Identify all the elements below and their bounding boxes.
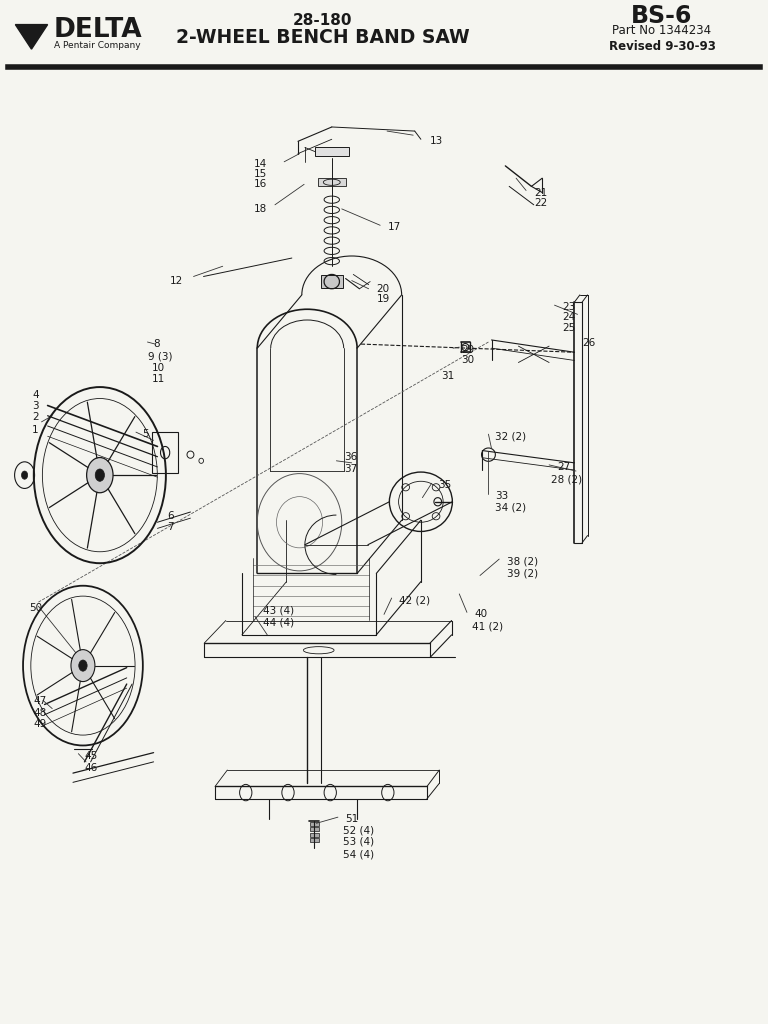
Text: 13: 13 <box>430 136 443 146</box>
Text: 33: 33 <box>495 490 508 501</box>
Text: 27: 27 <box>557 462 570 472</box>
Text: 52 (4): 52 (4) <box>343 825 375 836</box>
Text: 2: 2 <box>32 412 39 422</box>
Bar <box>310 822 319 826</box>
Bar <box>152 432 178 473</box>
Bar <box>310 833 319 837</box>
Text: 43 (4): 43 (4) <box>263 605 294 615</box>
Text: 20: 20 <box>376 284 389 294</box>
Bar <box>321 275 343 288</box>
Text: 54 (4): 54 (4) <box>343 849 375 859</box>
Text: 18: 18 <box>254 204 267 214</box>
Text: 44 (4): 44 (4) <box>263 617 294 628</box>
Circle shape <box>71 649 95 682</box>
Text: 21: 21 <box>534 187 547 198</box>
Text: 5: 5 <box>142 429 149 439</box>
Text: 2-WHEEL BENCH BAND SAW: 2-WHEEL BENCH BAND SAW <box>176 29 469 47</box>
Text: 39 (2): 39 (2) <box>507 568 538 579</box>
Text: 11: 11 <box>152 374 165 384</box>
Text: 35: 35 <box>438 480 451 490</box>
Text: Part No 1344234: Part No 1344234 <box>612 25 712 37</box>
Text: 4: 4 <box>32 390 39 400</box>
Text: 36: 36 <box>344 452 357 462</box>
Text: 25: 25 <box>562 323 575 333</box>
Text: 26: 26 <box>582 338 595 348</box>
Text: 10: 10 <box>152 362 165 373</box>
Text: 19: 19 <box>376 294 389 304</box>
Circle shape <box>324 784 336 801</box>
Polygon shape <box>15 25 48 49</box>
Text: 46: 46 <box>84 763 98 773</box>
Text: 28-180: 28-180 <box>293 13 353 28</box>
Text: 14: 14 <box>254 159 267 169</box>
Text: 29: 29 <box>461 345 474 355</box>
Text: DELTA: DELTA <box>54 16 142 43</box>
Text: 7: 7 <box>167 522 174 532</box>
Text: 38 (2): 38 (2) <box>507 556 538 566</box>
Text: 34 (2): 34 (2) <box>495 503 527 513</box>
Text: 49: 49 <box>34 719 47 729</box>
Circle shape <box>87 458 113 493</box>
Text: 28 (2): 28 (2) <box>551 474 583 484</box>
Text: 41 (2): 41 (2) <box>472 622 503 632</box>
Text: 1: 1 <box>32 425 39 435</box>
Text: 50: 50 <box>29 603 42 613</box>
Text: 3: 3 <box>32 400 39 411</box>
Text: 6: 6 <box>167 511 174 521</box>
Text: 48: 48 <box>34 708 47 718</box>
Text: 12: 12 <box>170 275 183 286</box>
Circle shape <box>22 471 28 479</box>
Bar <box>318 178 346 186</box>
Text: A Pentair Company: A Pentair Company <box>54 41 141 49</box>
Text: Revised 9-30-93: Revised 9-30-93 <box>608 40 716 52</box>
Text: 51: 51 <box>346 814 359 824</box>
Text: 32 (2): 32 (2) <box>495 431 527 441</box>
Text: 45: 45 <box>84 751 98 761</box>
Bar <box>315 147 349 156</box>
Text: 37: 37 <box>344 464 357 474</box>
Text: 9 (3): 9 (3) <box>148 351 173 361</box>
Circle shape <box>95 469 104 481</box>
Text: 24: 24 <box>562 312 575 323</box>
Circle shape <box>79 660 87 671</box>
Text: 31: 31 <box>442 371 455 381</box>
Text: 15: 15 <box>254 169 267 179</box>
Bar <box>310 838 319 842</box>
Text: 17: 17 <box>388 222 401 232</box>
Bar <box>310 827 319 831</box>
Text: 23: 23 <box>562 302 575 312</box>
Circle shape <box>282 784 294 801</box>
Circle shape <box>382 784 394 801</box>
Text: 53 (4): 53 (4) <box>343 837 375 847</box>
Text: 30: 30 <box>461 355 474 366</box>
Text: 42 (2): 42 (2) <box>399 595 431 605</box>
Text: 22: 22 <box>534 198 547 208</box>
Circle shape <box>240 784 252 801</box>
Text: 8: 8 <box>154 339 161 349</box>
Text: 40: 40 <box>475 609 488 620</box>
Text: BS-6: BS-6 <box>631 4 693 29</box>
Text: 47: 47 <box>34 696 47 707</box>
Text: 16: 16 <box>254 179 267 189</box>
